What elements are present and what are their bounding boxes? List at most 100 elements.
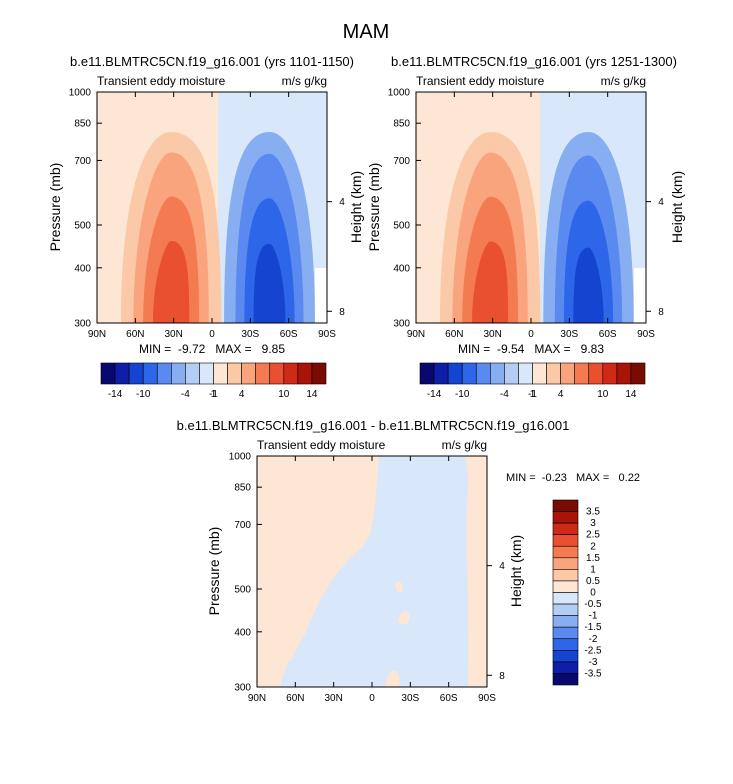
y2-tick-label: 4 bbox=[658, 197, 664, 208]
colorbar-box bbox=[552, 661, 579, 674]
y2-tick-label: 8 bbox=[499, 671, 505, 682]
colorbar-box bbox=[241, 362, 256, 385]
panel-1-y-axis: 300 400 500 700 850 1000 bbox=[69, 88, 102, 330]
colorbar-label: -1.5 bbox=[584, 622, 602, 633]
y2-tick-label: 8 bbox=[339, 307, 345, 318]
panel-2-y-label: Pressure (mb) bbox=[366, 163, 382, 252]
x-tick-label: 30S bbox=[401, 693, 419, 704]
x-tick-label: 60N bbox=[286, 693, 304, 704]
panel-2-colorbar: -14 -10 -4 -11 4 10 14 bbox=[419, 362, 646, 400]
colorbar-box bbox=[311, 362, 327, 385]
colorbar-box bbox=[128, 362, 144, 385]
colorbar-box bbox=[283, 362, 299, 385]
panel-1-min-max: MIN = -9.72 MAX = 9.85 bbox=[139, 342, 285, 356]
panel-3-southern-strip bbox=[466, 456, 477, 687]
colorbar-label: -2 bbox=[589, 634, 598, 645]
panel-1: b.e11.BLMTRC5CN.f19_g16.001 (yrs 1101-11… bbox=[47, 54, 364, 400]
panel-3-title: b.e11.BLMTRC5CN.f19_g16.001 - b.e11.BLMT… bbox=[177, 418, 570, 433]
x-tick-label: 90S bbox=[637, 329, 655, 340]
y-tick-label: 1000 bbox=[388, 88, 411, 99]
y-tick-label: 700 bbox=[234, 520, 251, 531]
colorbar-box bbox=[552, 615, 579, 628]
colorbar-box bbox=[616, 362, 632, 385]
x-tick-label: 60N bbox=[445, 329, 463, 340]
panel-2-y2-axis: 84 bbox=[646, 197, 664, 318]
panel-3-right-label: m/s g/kg bbox=[442, 438, 487, 452]
y-tick-label: 500 bbox=[234, 584, 251, 595]
colorbar-box bbox=[255, 362, 271, 385]
colorbar-label: 10 bbox=[278, 389, 290, 400]
colorbar-label: 4 bbox=[558, 389, 564, 400]
panel-1-y-label: Pressure (mb) bbox=[47, 163, 63, 252]
x-tick-label: 30N bbox=[483, 329, 501, 340]
y-tick-label: 700 bbox=[393, 156, 410, 167]
colorbar-label: 2 bbox=[590, 541, 596, 552]
colorbar-label: 0 bbox=[590, 588, 596, 599]
panel-3-y2-axis: 84 bbox=[487, 561, 505, 682]
colorbar-box bbox=[475, 362, 491, 385]
panel-1-left-label: Transient eddy moisture bbox=[97, 74, 226, 88]
colorbar-box bbox=[185, 362, 200, 385]
figure-title: MAM bbox=[343, 21, 390, 43]
colorbar-box bbox=[552, 580, 579, 593]
colorbar-label: 3 bbox=[590, 518, 596, 529]
panel-1-plot bbox=[97, 92, 327, 323]
colorbar-box bbox=[518, 362, 533, 385]
colorbar-box bbox=[560, 362, 575, 385]
x-tick-label: 60S bbox=[599, 329, 617, 340]
colorbar-box bbox=[552, 557, 579, 570]
x-tick-label: 0 bbox=[209, 329, 215, 340]
y-tick-label: 400 bbox=[74, 263, 91, 274]
colorbar-box bbox=[552, 638, 579, 651]
colorbar-label: -3.5 bbox=[584, 668, 602, 679]
colorbar-box bbox=[532, 362, 547, 385]
x-tick-label: 60N bbox=[126, 329, 144, 340]
colorbar-box bbox=[447, 362, 463, 385]
colorbar-box bbox=[297, 362, 313, 385]
colorbar-box bbox=[630, 362, 646, 385]
x-tick-label: 30S bbox=[560, 329, 578, 340]
panel-2-right-label: m/s g/kg bbox=[601, 74, 646, 88]
panel-1-x-axis: 90N 60N 30N 0 30S 60S 90S bbox=[88, 92, 336, 340]
colorbar-box bbox=[552, 569, 579, 582]
panel-1-right-label: m/s g/kg bbox=[282, 74, 327, 88]
colorbar-box bbox=[171, 362, 186, 385]
x-tick-label: 90N bbox=[248, 693, 266, 704]
panel-2-title: b.e11.BLMTRC5CN.f19_g16.001 (yrs 1251-13… bbox=[391, 54, 677, 69]
x-tick-label: 90N bbox=[88, 329, 106, 340]
colorbar-label: -14 bbox=[427, 389, 442, 400]
colorbar-box bbox=[552, 545, 579, 559]
panel-3-y-axis: 300 400 500 700 850 1000 bbox=[229, 452, 262, 694]
y-tick-label: 700 bbox=[74, 156, 91, 167]
panel-3-negative-region bbox=[291, 456, 471, 687]
colorbar-box bbox=[156, 362, 172, 385]
contour-fill bbox=[573, 247, 604, 323]
colorbar-box bbox=[100, 362, 116, 385]
x-tick-label: 90S bbox=[318, 329, 336, 340]
colorbar-box bbox=[602, 362, 618, 385]
panel-1-missing-data-patch bbox=[315, 268, 327, 323]
panel-2-plot bbox=[416, 92, 646, 323]
colorbar-box bbox=[433, 362, 449, 385]
colorbar-label: -4 bbox=[500, 389, 509, 400]
y-tick-label: 500 bbox=[74, 220, 91, 231]
panel-3-y-label: Pressure (mb) bbox=[206, 527, 222, 616]
x-tick-label: 90S bbox=[478, 693, 496, 704]
y-tick-label: 1000 bbox=[229, 452, 252, 463]
colorbar-box bbox=[552, 650, 579, 663]
contour-fill bbox=[253, 243, 286, 323]
colorbar-box bbox=[552, 592, 579, 605]
panel-3-negative-region-mid bbox=[333, 618, 351, 660]
panel-3-plot bbox=[257, 456, 487, 687]
y-tick-label: 850 bbox=[234, 483, 251, 494]
y-tick-label: 400 bbox=[393, 263, 410, 274]
y-tick-label: 850 bbox=[393, 119, 410, 130]
panel-1-colorbar: -14 -10 -4 -11 4 10 14 bbox=[100, 362, 327, 400]
y2-tick-label: 4 bbox=[499, 561, 505, 572]
colorbar-box bbox=[213, 362, 228, 385]
colorbar-label: 4 bbox=[239, 389, 245, 400]
x-tick-label: 60S bbox=[280, 329, 298, 340]
colorbar-box bbox=[552, 499, 579, 512]
y-tick-label: 400 bbox=[234, 627, 251, 638]
panel-1-y2-label: Height (km) bbox=[348, 171, 364, 243]
